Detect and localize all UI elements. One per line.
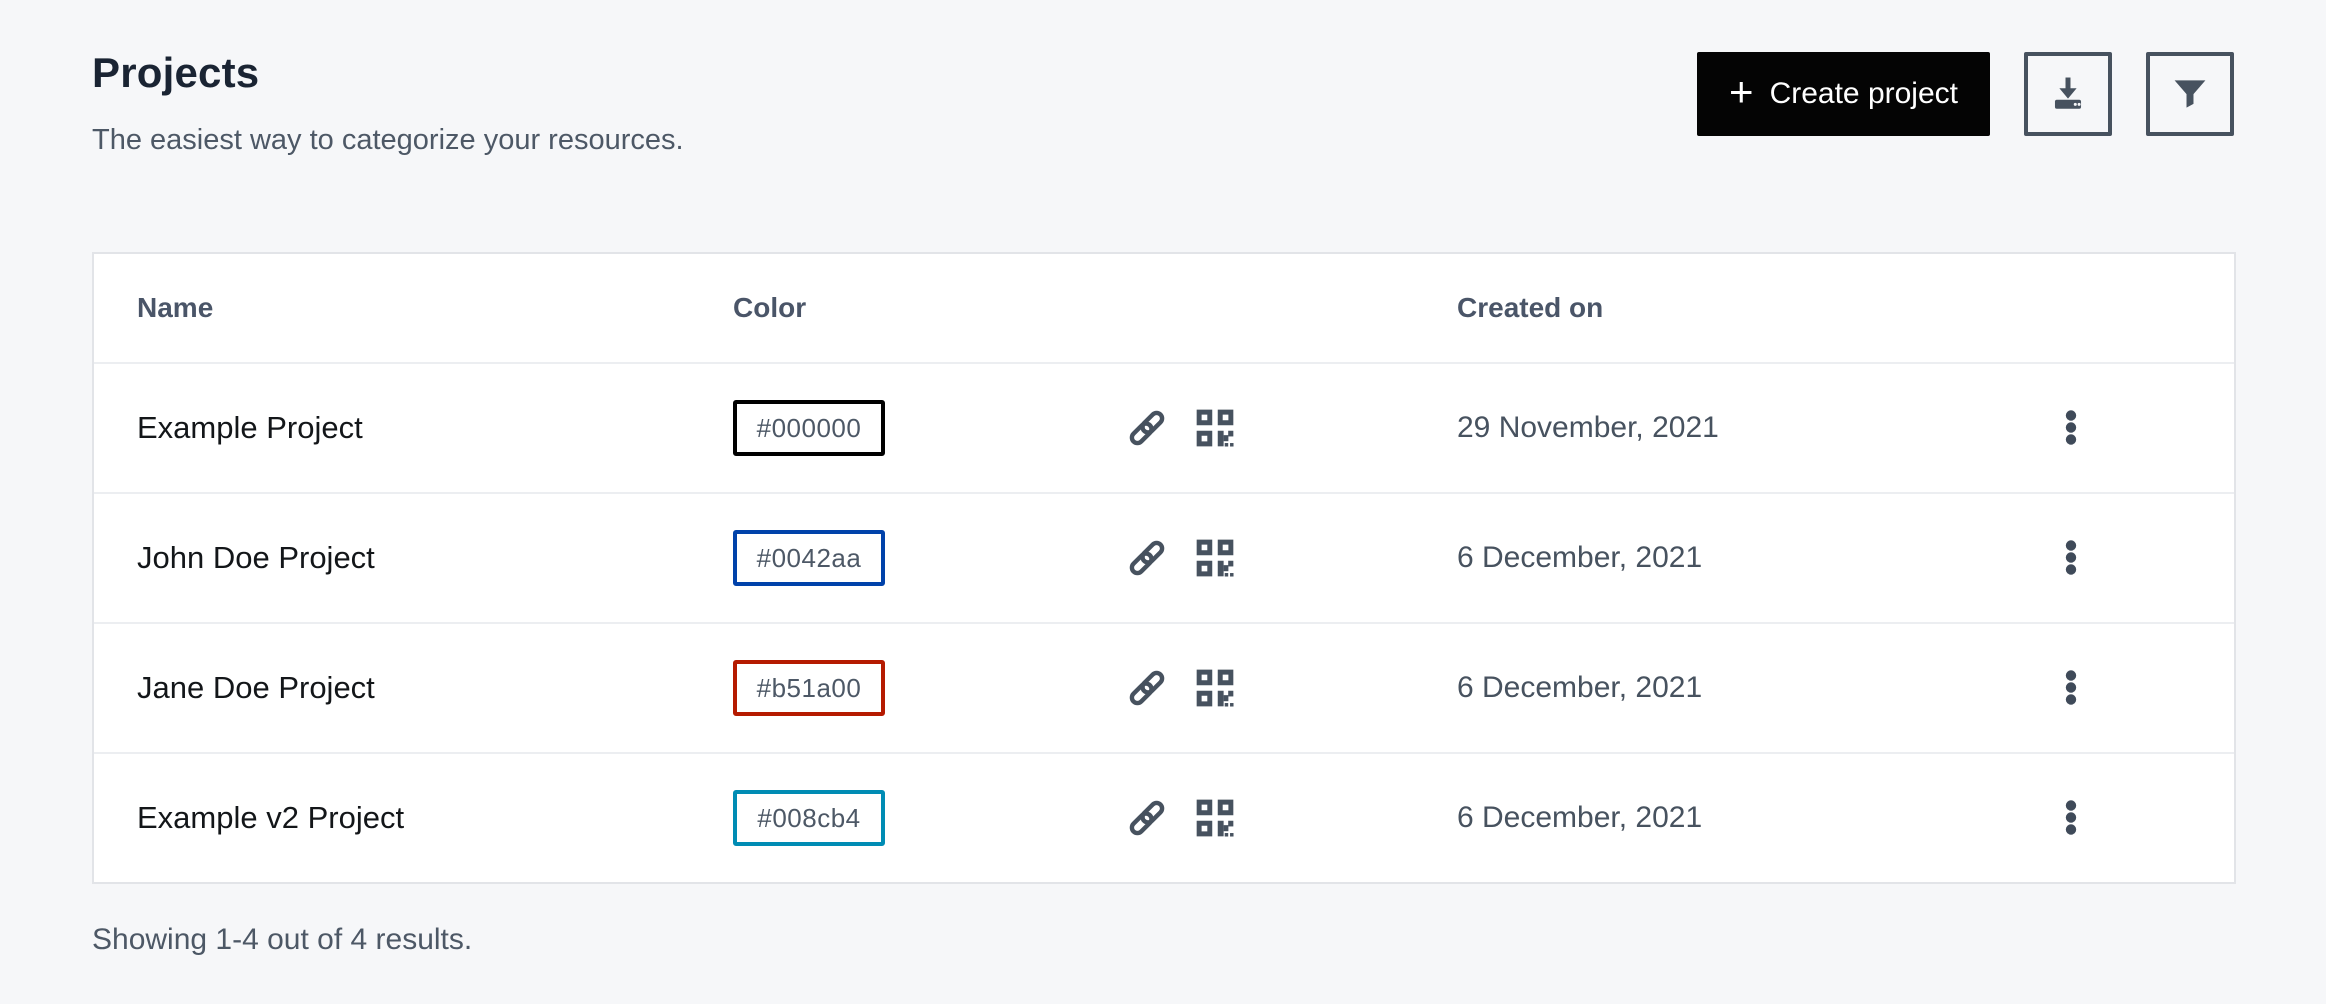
created-date: 6 December, 2021 [1457, 801, 1703, 834]
toolbar: + Create project [1697, 52, 2234, 136]
column-header-color: Color [733, 292, 807, 323]
links-cell [1125, 666, 1457, 710]
create-project-label: Create project [1769, 77, 1958, 110]
actions-cell [2017, 664, 2234, 713]
color-chip-label: #000000 [756, 412, 862, 443]
qr-code-icon[interactable] [1193, 406, 1237, 450]
actions-cell [2017, 534, 2234, 583]
table-row: Example Project #000000 [94, 362, 2234, 492]
project-name: Jane Doe Project [137, 670, 375, 705]
project-name: John Doe Project [137, 540, 375, 575]
results-summary: Showing 1-4 out of 4 results. [92, 923, 473, 956]
qr-code-icon[interactable] [1193, 536, 1237, 580]
projects-table: Name Color Created on Example Project #0… [92, 252, 2236, 884]
page-header: Projects The easiest way to categorize y… [0, 0, 2326, 158]
table-row: Jane Doe Project #b51a00 [94, 622, 2234, 752]
color-cell: #0042aa [733, 530, 1125, 586]
color-cell: #008cb4 [733, 790, 1125, 846]
table-row: Example v2 Project #008cb4 [94, 752, 2234, 882]
heading-block: Projects The easiest way to categorize y… [92, 48, 684, 158]
color-chip: #008cb4 [733, 790, 885, 846]
download-button[interactable] [2024, 52, 2112, 136]
created-date: 6 December, 2021 [1457, 671, 1703, 704]
table-row: John Doe Project #0042aa [94, 492, 2234, 622]
actions-cell [2017, 794, 2234, 843]
kebab-menu-button[interactable] [2059, 534, 2083, 581]
link-icon[interactable] [1125, 666, 1169, 710]
table-header-row: Name Color Created on [94, 254, 2234, 362]
column-header-name: Name [137, 292, 214, 323]
page-title: Projects [92, 49, 260, 96]
created-date: 29 November, 2021 [1457, 411, 1719, 444]
filter-button[interactable] [2146, 52, 2234, 136]
color-cell: #000000 [733, 400, 1125, 456]
create-project-button[interactable]: + Create project [1697, 52, 1990, 136]
plus-icon: + [1729, 68, 1754, 115]
kebab-menu-button[interactable] [2059, 404, 2083, 451]
created-date: 6 December, 2021 [1457, 541, 1703, 574]
links-cell [1125, 796, 1457, 840]
column-header-created: Created on [1457, 292, 1604, 323]
color-chip: #000000 [733, 400, 885, 456]
color-chip: #b51a00 [733, 660, 885, 716]
qr-code-icon[interactable] [1193, 796, 1237, 840]
links-cell [1125, 406, 1457, 450]
actions-cell [2017, 404, 2234, 453]
link-icon[interactable] [1125, 536, 1169, 580]
project-name: Example Project [137, 410, 363, 445]
qr-code-icon[interactable] [1193, 666, 1237, 710]
color-chip-label: #008cb4 [757, 802, 861, 833]
links-cell [1125, 536, 1457, 580]
project-name: Example v2 Project [137, 800, 405, 835]
download-icon [2045, 71, 2091, 117]
link-icon[interactable] [1125, 796, 1169, 840]
kebab-menu-button[interactable] [2059, 664, 2083, 711]
filter-icon [2168, 72, 2212, 116]
kebab-menu-button[interactable] [2059, 794, 2083, 841]
color-chip-label: #b51a00 [756, 672, 862, 703]
link-icon[interactable] [1125, 406, 1169, 450]
color-chip-label: #0042aa [756, 542, 862, 573]
color-cell: #b51a00 [733, 660, 1125, 716]
page-subtitle: The easiest way to categorize your resou… [92, 124, 684, 156]
color-chip: #0042aa [733, 530, 885, 586]
